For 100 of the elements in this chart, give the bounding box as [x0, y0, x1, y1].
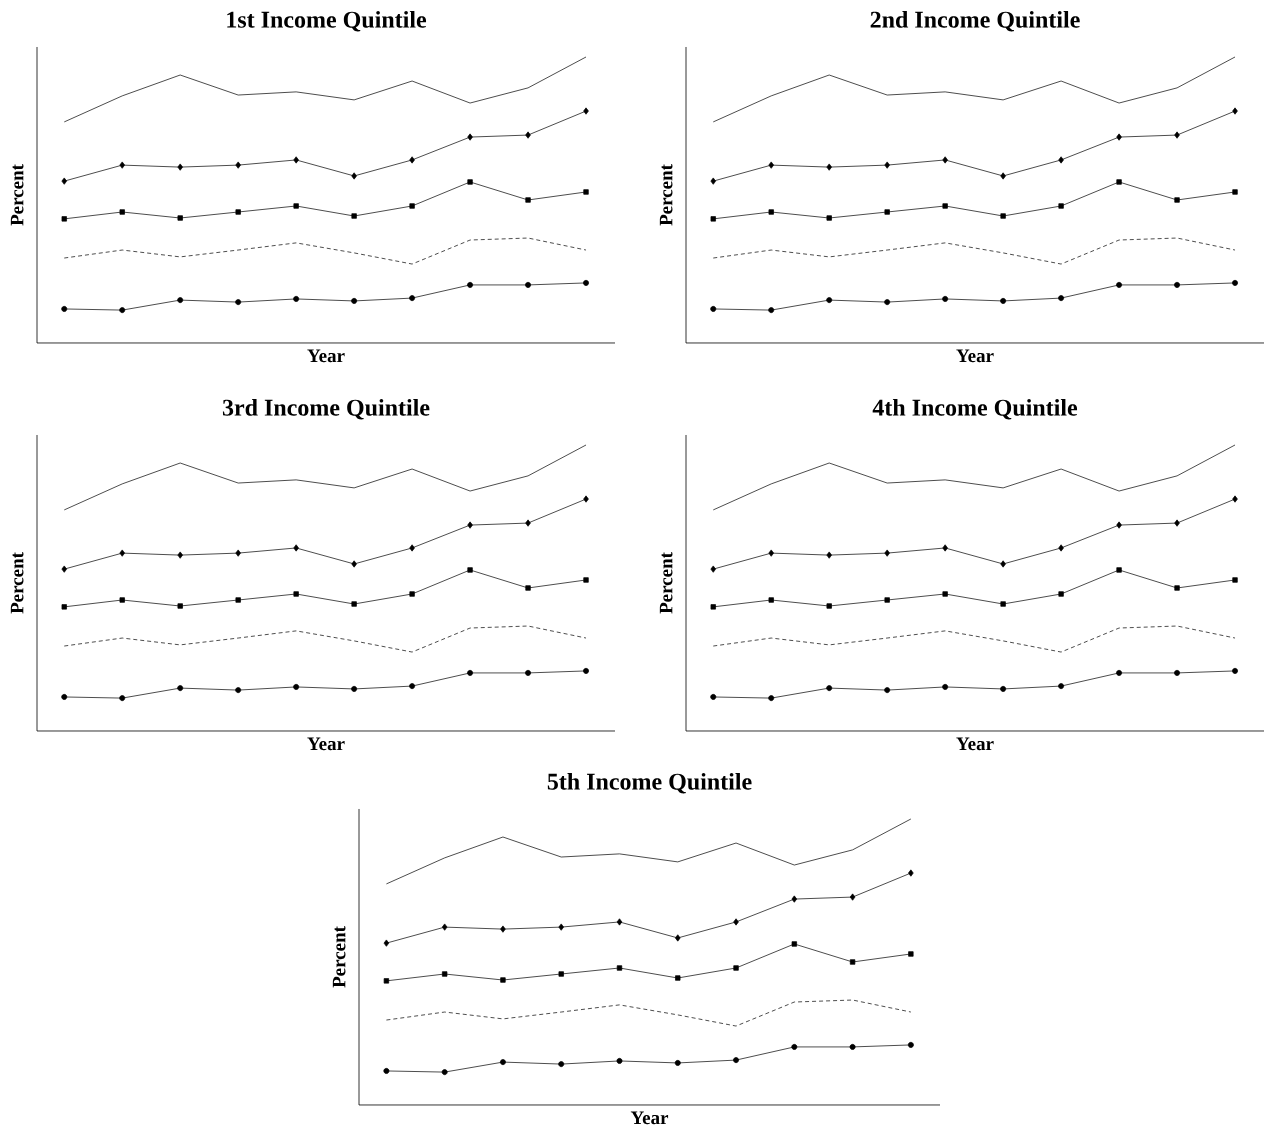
point: [826, 603, 832, 609]
point: [467, 669, 474, 676]
chart-title: 4th Income Quintile: [872, 398, 1078, 420]
point: [826, 551, 832, 559]
point: [235, 161, 241, 169]
y-axis-title: Percent: [659, 552, 673, 614]
point: [583, 107, 589, 115]
y-axis-title: Percent: [10, 164, 24, 226]
point: [1232, 279, 1238, 286]
point: [467, 281, 474, 288]
point: [733, 1057, 739, 1064]
point: [942, 203, 948, 209]
point: [675, 934, 681, 942]
point: [293, 295, 300, 302]
point: [119, 161, 125, 169]
point: [1232, 189, 1238, 195]
point: [235, 299, 242, 306]
point: [1058, 683, 1065, 690]
point: [1232, 495, 1238, 503]
y-axis-title: Percent: [332, 926, 346, 988]
point: [710, 306, 717, 312]
point: [1116, 669, 1123, 676]
point: [61, 604, 67, 610]
point: [558, 923, 564, 931]
point: [826, 685, 833, 692]
point: [293, 544, 299, 552]
point: [1116, 521, 1122, 529]
point: [1232, 667, 1238, 674]
point: [177, 163, 183, 171]
point: [768, 549, 774, 557]
point: [525, 519, 531, 527]
point: [1232, 577, 1238, 583]
point: [674, 1059, 681, 1066]
point: [849, 959, 856, 965]
point: [177, 215, 183, 221]
point: [61, 306, 68, 312]
point: [351, 297, 358, 304]
x-axis-title: Year: [956, 737, 994, 751]
point: [1232, 107, 1238, 115]
point: [293, 156, 299, 164]
point: [884, 161, 890, 169]
point: [351, 560, 357, 568]
point: [467, 179, 473, 185]
point: [710, 177, 717, 185]
point: [884, 209, 890, 215]
point: [710, 565, 717, 573]
point: [884, 597, 890, 603]
point: [791, 1043, 798, 1050]
point: [467, 567, 473, 573]
point: [1058, 203, 1064, 209]
point: [61, 694, 68, 700]
point: [616, 965, 623, 971]
point: [826, 297, 833, 304]
point: [616, 918, 623, 926]
point: [525, 669, 531, 676]
point: [1058, 295, 1065, 302]
point: [177, 551, 183, 559]
point: [884, 687, 891, 694]
point: [351, 685, 358, 692]
point: [383, 1068, 390, 1074]
point: [442, 971, 448, 977]
point: [409, 591, 415, 597]
point: [768, 161, 774, 169]
chart-title: 5th Income Quintile: [547, 772, 752, 794]
point: [583, 577, 589, 583]
point: [616, 1057, 623, 1064]
point: [583, 279, 589, 286]
point: [1174, 669, 1180, 676]
point: [558, 971, 564, 977]
point: [1000, 560, 1006, 568]
point: [1058, 591, 1064, 597]
point: [768, 307, 775, 314]
point: [768, 695, 775, 702]
point: [467, 521, 473, 529]
point: [235, 597, 241, 603]
point: [351, 172, 357, 180]
point: [500, 925, 506, 933]
y-axis-title: Percent: [10, 552, 24, 614]
point: [467, 133, 473, 141]
point: [710, 694, 717, 700]
point: [293, 683, 300, 690]
x-axis-title: Year: [307, 349, 345, 363]
point: [119, 307, 126, 314]
point: [791, 895, 798, 903]
point: [61, 216, 67, 222]
point: [500, 1059, 506, 1066]
point: [791, 941, 797, 947]
point: [235, 549, 241, 557]
x-axis-title: Year: [956, 349, 994, 363]
point: [942, 295, 949, 302]
point: [293, 591, 299, 597]
point: [1000, 601, 1006, 607]
point: [849, 1043, 856, 1050]
point: [1174, 585, 1180, 591]
point: [710, 216, 716, 222]
point: [119, 549, 125, 557]
point: [293, 203, 299, 209]
point: [1174, 281, 1180, 288]
point: [884, 299, 891, 306]
point: [525, 131, 531, 139]
